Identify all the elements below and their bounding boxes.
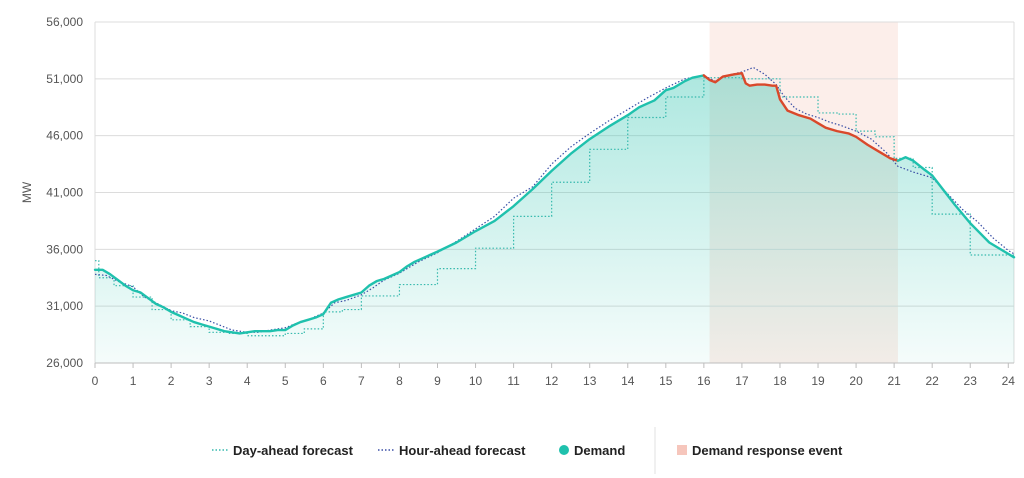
x-tick-label: 2 <box>168 374 175 388</box>
legend-item-day-ahead-forecast[interactable]: Day-ahead forecast <box>212 443 354 458</box>
series-line-day-ahead-forecast <box>95 77 1014 337</box>
x-tick-label: 15 <box>659 374 673 388</box>
x-tick-label: 13 <box>583 374 597 388</box>
y-tick-label: 56,000 <box>46 15 83 29</box>
legend-swatch-square <box>677 445 687 455</box>
x-tick-label: 24 <box>1002 374 1016 388</box>
demand-area-fill <box>95 73 1014 364</box>
x-tick-label: 21 <box>887 374 901 388</box>
x-tick-label: 22 <box>926 374 940 388</box>
x-tick-label: 23 <box>964 374 978 388</box>
x-tick-label: 18 <box>773 374 787 388</box>
x-tick-label: 7 <box>358 374 365 388</box>
legend-label: Day-ahead forecast <box>233 443 354 458</box>
x-tick-label: 17 <box>735 374 749 388</box>
legend-label: Hour-ahead forecast <box>399 443 526 458</box>
x-tick-label: 0 <box>92 374 99 388</box>
y-tick-label: 31,000 <box>46 299 83 313</box>
series-line-demand <box>896 156 1016 259</box>
y-tick-label: 36,000 <box>46 242 83 256</box>
series-line-demand-event <box>702 71 900 162</box>
legend-label: Demand <box>574 443 625 458</box>
x-tick-label: 5 <box>282 374 289 388</box>
y-tick-label: 26,000 <box>46 356 83 370</box>
series-line-hour-ahead-forecast <box>94 66 1015 333</box>
x-tick-label: 10 <box>469 374 483 388</box>
x-tick-label: 16 <box>697 374 711 388</box>
x-tick-label: 14 <box>621 374 635 388</box>
x-tick-label: 20 <box>849 374 863 388</box>
legend-item-demand-response-event[interactable]: Demand response event <box>677 443 843 458</box>
series-line-demand <box>93 74 706 335</box>
x-tick-label: 3 <box>206 374 213 388</box>
y-tick-label: 41,000 <box>46 186 83 200</box>
x-tick-label: 19 <box>811 374 825 388</box>
legend-swatch-dot <box>559 445 569 455</box>
legend-item-demand[interactable]: Demand <box>559 443 625 458</box>
legend-label: Demand response event <box>692 443 843 458</box>
x-tick-label: 4 <box>244 374 251 388</box>
x-tick-label: 6 <box>320 374 327 388</box>
x-tick-label: 11 <box>507 374 520 388</box>
x-tick-label: 9 <box>434 374 441 388</box>
x-tick-label: 1 <box>130 374 137 388</box>
x-tick-label: 12 <box>545 374 559 388</box>
y-axis-title: MW <box>20 181 34 203</box>
y-tick-label: 46,000 <box>46 129 83 143</box>
legend-item-hour-ahead-forecast[interactable]: Hour-ahead forecast <box>378 443 526 458</box>
x-tick-label: 8 <box>396 374 403 388</box>
y-tick-label: 51,000 <box>46 72 83 86</box>
